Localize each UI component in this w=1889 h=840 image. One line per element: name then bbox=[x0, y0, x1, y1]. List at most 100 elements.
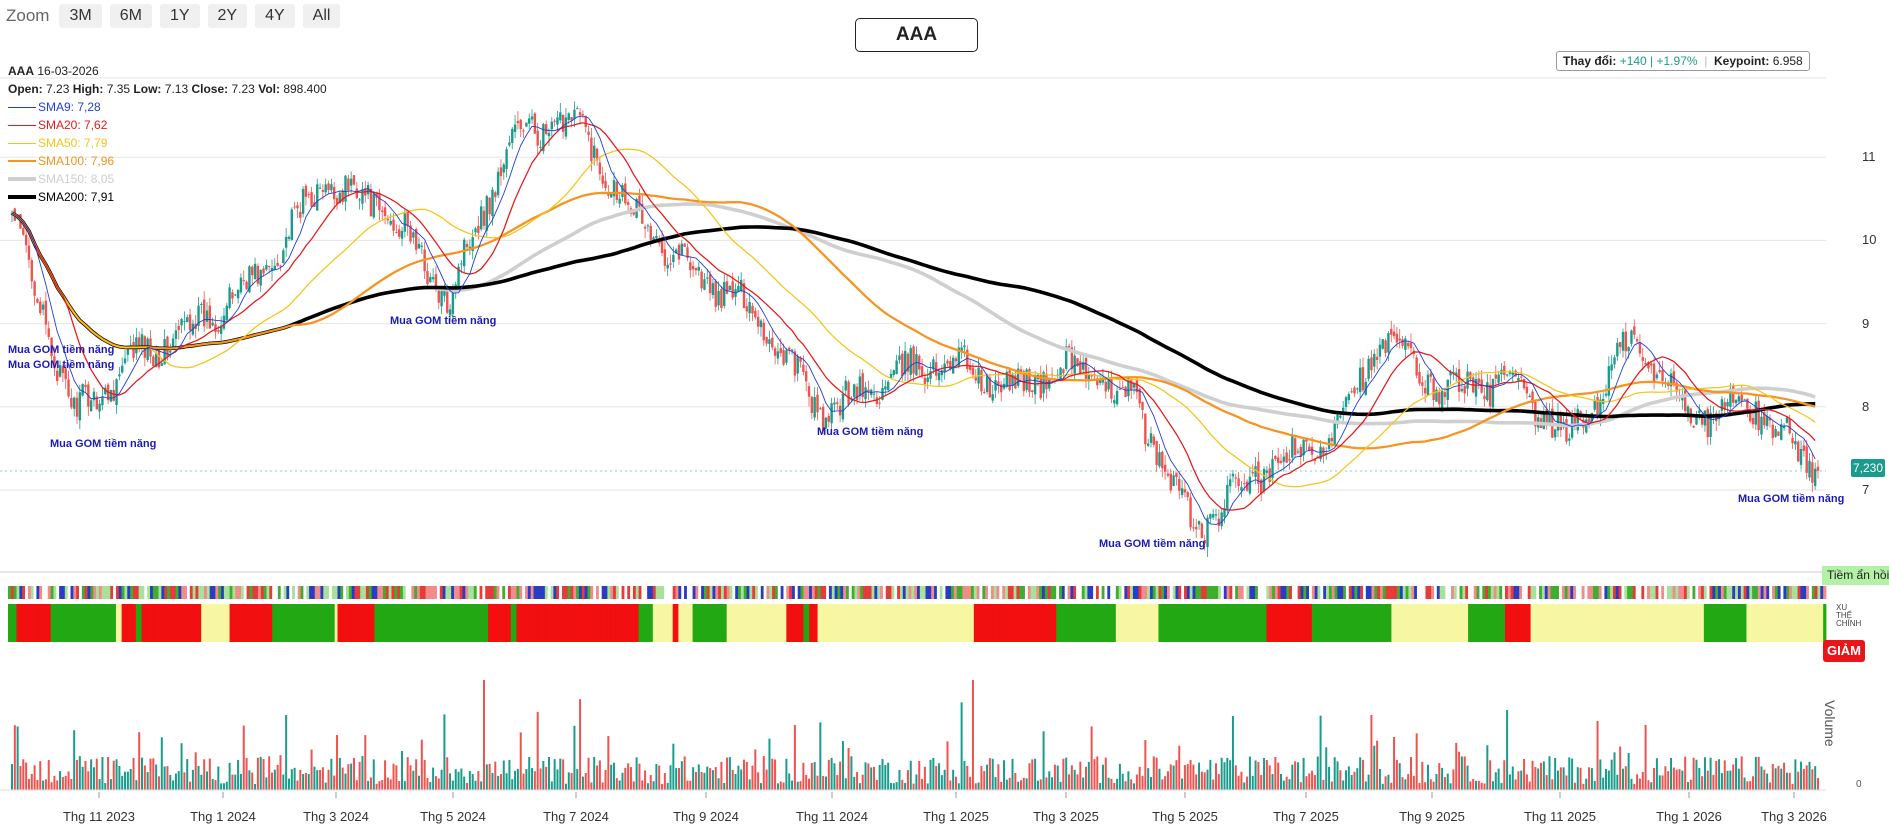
ribbon-segment bbox=[169, 604, 174, 642]
volume-bar bbox=[1800, 761, 1803, 790]
candle bbox=[1276, 457, 1280, 463]
ribbon-top-segment bbox=[968, 586, 972, 599]
ribbon-segment bbox=[596, 604, 600, 642]
volume-bar bbox=[1653, 768, 1656, 790]
zoom-all-button[interactable]: All bbox=[302, 4, 341, 28]
volume-bar bbox=[954, 776, 957, 790]
volume-bar bbox=[926, 783, 929, 790]
ribbon-segment bbox=[965, 604, 969, 642]
ribbon-segment bbox=[877, 604, 881, 642]
volume-bar bbox=[129, 769, 132, 790]
sma-legend-item[interactable]: SMA100: 7,96 bbox=[8, 152, 327, 170]
ribbon-segment bbox=[1374, 604, 1378, 642]
candle bbox=[723, 281, 726, 306]
ribbon-segment bbox=[1266, 604, 1270, 642]
zoom-3m-button[interactable]: 3M bbox=[59, 4, 102, 28]
ribbon-top-segment bbox=[1604, 586, 1608, 599]
ribbon-top-segment bbox=[22, 586, 26, 599]
ribbon-segment bbox=[306, 604, 310, 642]
candle bbox=[338, 192, 342, 204]
ribbon-top-segment bbox=[93, 586, 97, 599]
ribbon-segment bbox=[328, 604, 333, 642]
ribbon-top-segment bbox=[388, 586, 392, 599]
ribbon-segment bbox=[630, 604, 634, 642]
candle bbox=[957, 347, 961, 367]
volume-bar bbox=[1005, 779, 1008, 790]
ribbon-top-segment bbox=[1232, 586, 1236, 599]
ribbon-top-segment bbox=[524, 586, 529, 599]
volume-bar bbox=[1794, 759, 1797, 790]
sma-legend-item[interactable]: SMA150: 8,05 bbox=[8, 170, 327, 188]
candle bbox=[1011, 374, 1014, 386]
volume-bar bbox=[1424, 782, 1427, 790]
ribbon-segment bbox=[439, 604, 444, 642]
volume-bar bbox=[1783, 762, 1786, 790]
candle bbox=[1251, 472, 1254, 474]
ribbon-top-segment bbox=[343, 586, 347, 599]
sma-legend-item[interactable]: SMA200: 7,91 bbox=[8, 188, 327, 206]
ribbon-segment bbox=[729, 604, 733, 642]
zoom-2y-button[interactable]: 2Y bbox=[207, 4, 248, 28]
ribbon-top-segment bbox=[27, 586, 32, 599]
sma-legend-item[interactable]: SMA9: 7,28 bbox=[8, 98, 327, 116]
ribbon-top-segment bbox=[786, 586, 790, 599]
ribbon-top-segment bbox=[533, 586, 537, 599]
volume-bar bbox=[1732, 764, 1735, 790]
ribbon-top-segment bbox=[735, 586, 739, 599]
candle bbox=[643, 226, 647, 229]
volume-bar bbox=[1107, 777, 1110, 790]
candle bbox=[1573, 416, 1577, 427]
ribbon-segment bbox=[1033, 604, 1037, 642]
ribbon-top-segment bbox=[1459, 586, 1463, 599]
candle bbox=[1336, 414, 1339, 425]
ribbon-top-segment bbox=[1718, 586, 1722, 599]
ribbon-top-segment bbox=[1334, 586, 1338, 599]
volume-bar bbox=[1740, 756, 1743, 790]
ribbon-segment bbox=[266, 604, 270, 642]
ribbon-top-segment bbox=[1345, 586, 1350, 599]
ribbon-segment bbox=[567, 604, 571, 642]
zoom-1y-button[interactable]: 1Y bbox=[159, 4, 200, 28]
symbol-title[interactable]: AAA bbox=[855, 18, 978, 52]
ribbon-top-segment bbox=[624, 586, 628, 599]
ribbon-segment bbox=[1050, 604, 1054, 642]
sma-legend-item[interactable]: SMA20: 7,62 bbox=[8, 116, 327, 134]
ribbon-top-segment bbox=[880, 586, 884, 599]
volume-bar bbox=[268, 756, 271, 790]
volume-bar bbox=[1364, 781, 1367, 790]
candle bbox=[680, 243, 684, 256]
candle bbox=[234, 294, 237, 296]
candle bbox=[1511, 371, 1514, 376]
volume-bar bbox=[1305, 776, 1308, 790]
candle bbox=[1503, 365, 1506, 376]
volume-bar bbox=[206, 771, 209, 790]
zoom-6m-button[interactable]: 6M bbox=[109, 4, 152, 28]
zoom-4y-button[interactable]: 4Y bbox=[255, 4, 295, 28]
ribbon-segment bbox=[1010, 604, 1014, 642]
ribbon-top-segment bbox=[76, 586, 80, 599]
ribbon-top-segment bbox=[266, 586, 270, 599]
ribbon-segment bbox=[1056, 604, 1060, 642]
ribbon-top-segment bbox=[1269, 586, 1273, 599]
candle bbox=[1178, 478, 1181, 491]
ribbon-top-segment bbox=[317, 586, 321, 599]
sma-legend-item[interactable]: SMA50: 7,79 bbox=[8, 134, 327, 152]
ribbon-top-segment bbox=[1701, 586, 1705, 599]
candle bbox=[225, 305, 228, 321]
ribbon-top-segment bbox=[1039, 586, 1043, 599]
info-symbol-row: AAA 16-03-2026 bbox=[8, 62, 327, 80]
volume-bar bbox=[1672, 767, 1675, 790]
ribbon-top-segment bbox=[61, 586, 66, 599]
x-tick-label: Thg 11 2024 bbox=[795, 809, 869, 824]
ribbon-segment bbox=[533, 604, 537, 642]
candle bbox=[1104, 381, 1107, 392]
candle bbox=[341, 190, 344, 203]
candle bbox=[1565, 419, 1568, 442]
volume-bar bbox=[1220, 757, 1223, 790]
ribbon-segment bbox=[1610, 604, 1614, 642]
volume-bar bbox=[1011, 758, 1014, 790]
ribbon-segment bbox=[419, 604, 424, 642]
candle bbox=[1031, 390, 1034, 392]
volume-bar bbox=[870, 767, 873, 790]
